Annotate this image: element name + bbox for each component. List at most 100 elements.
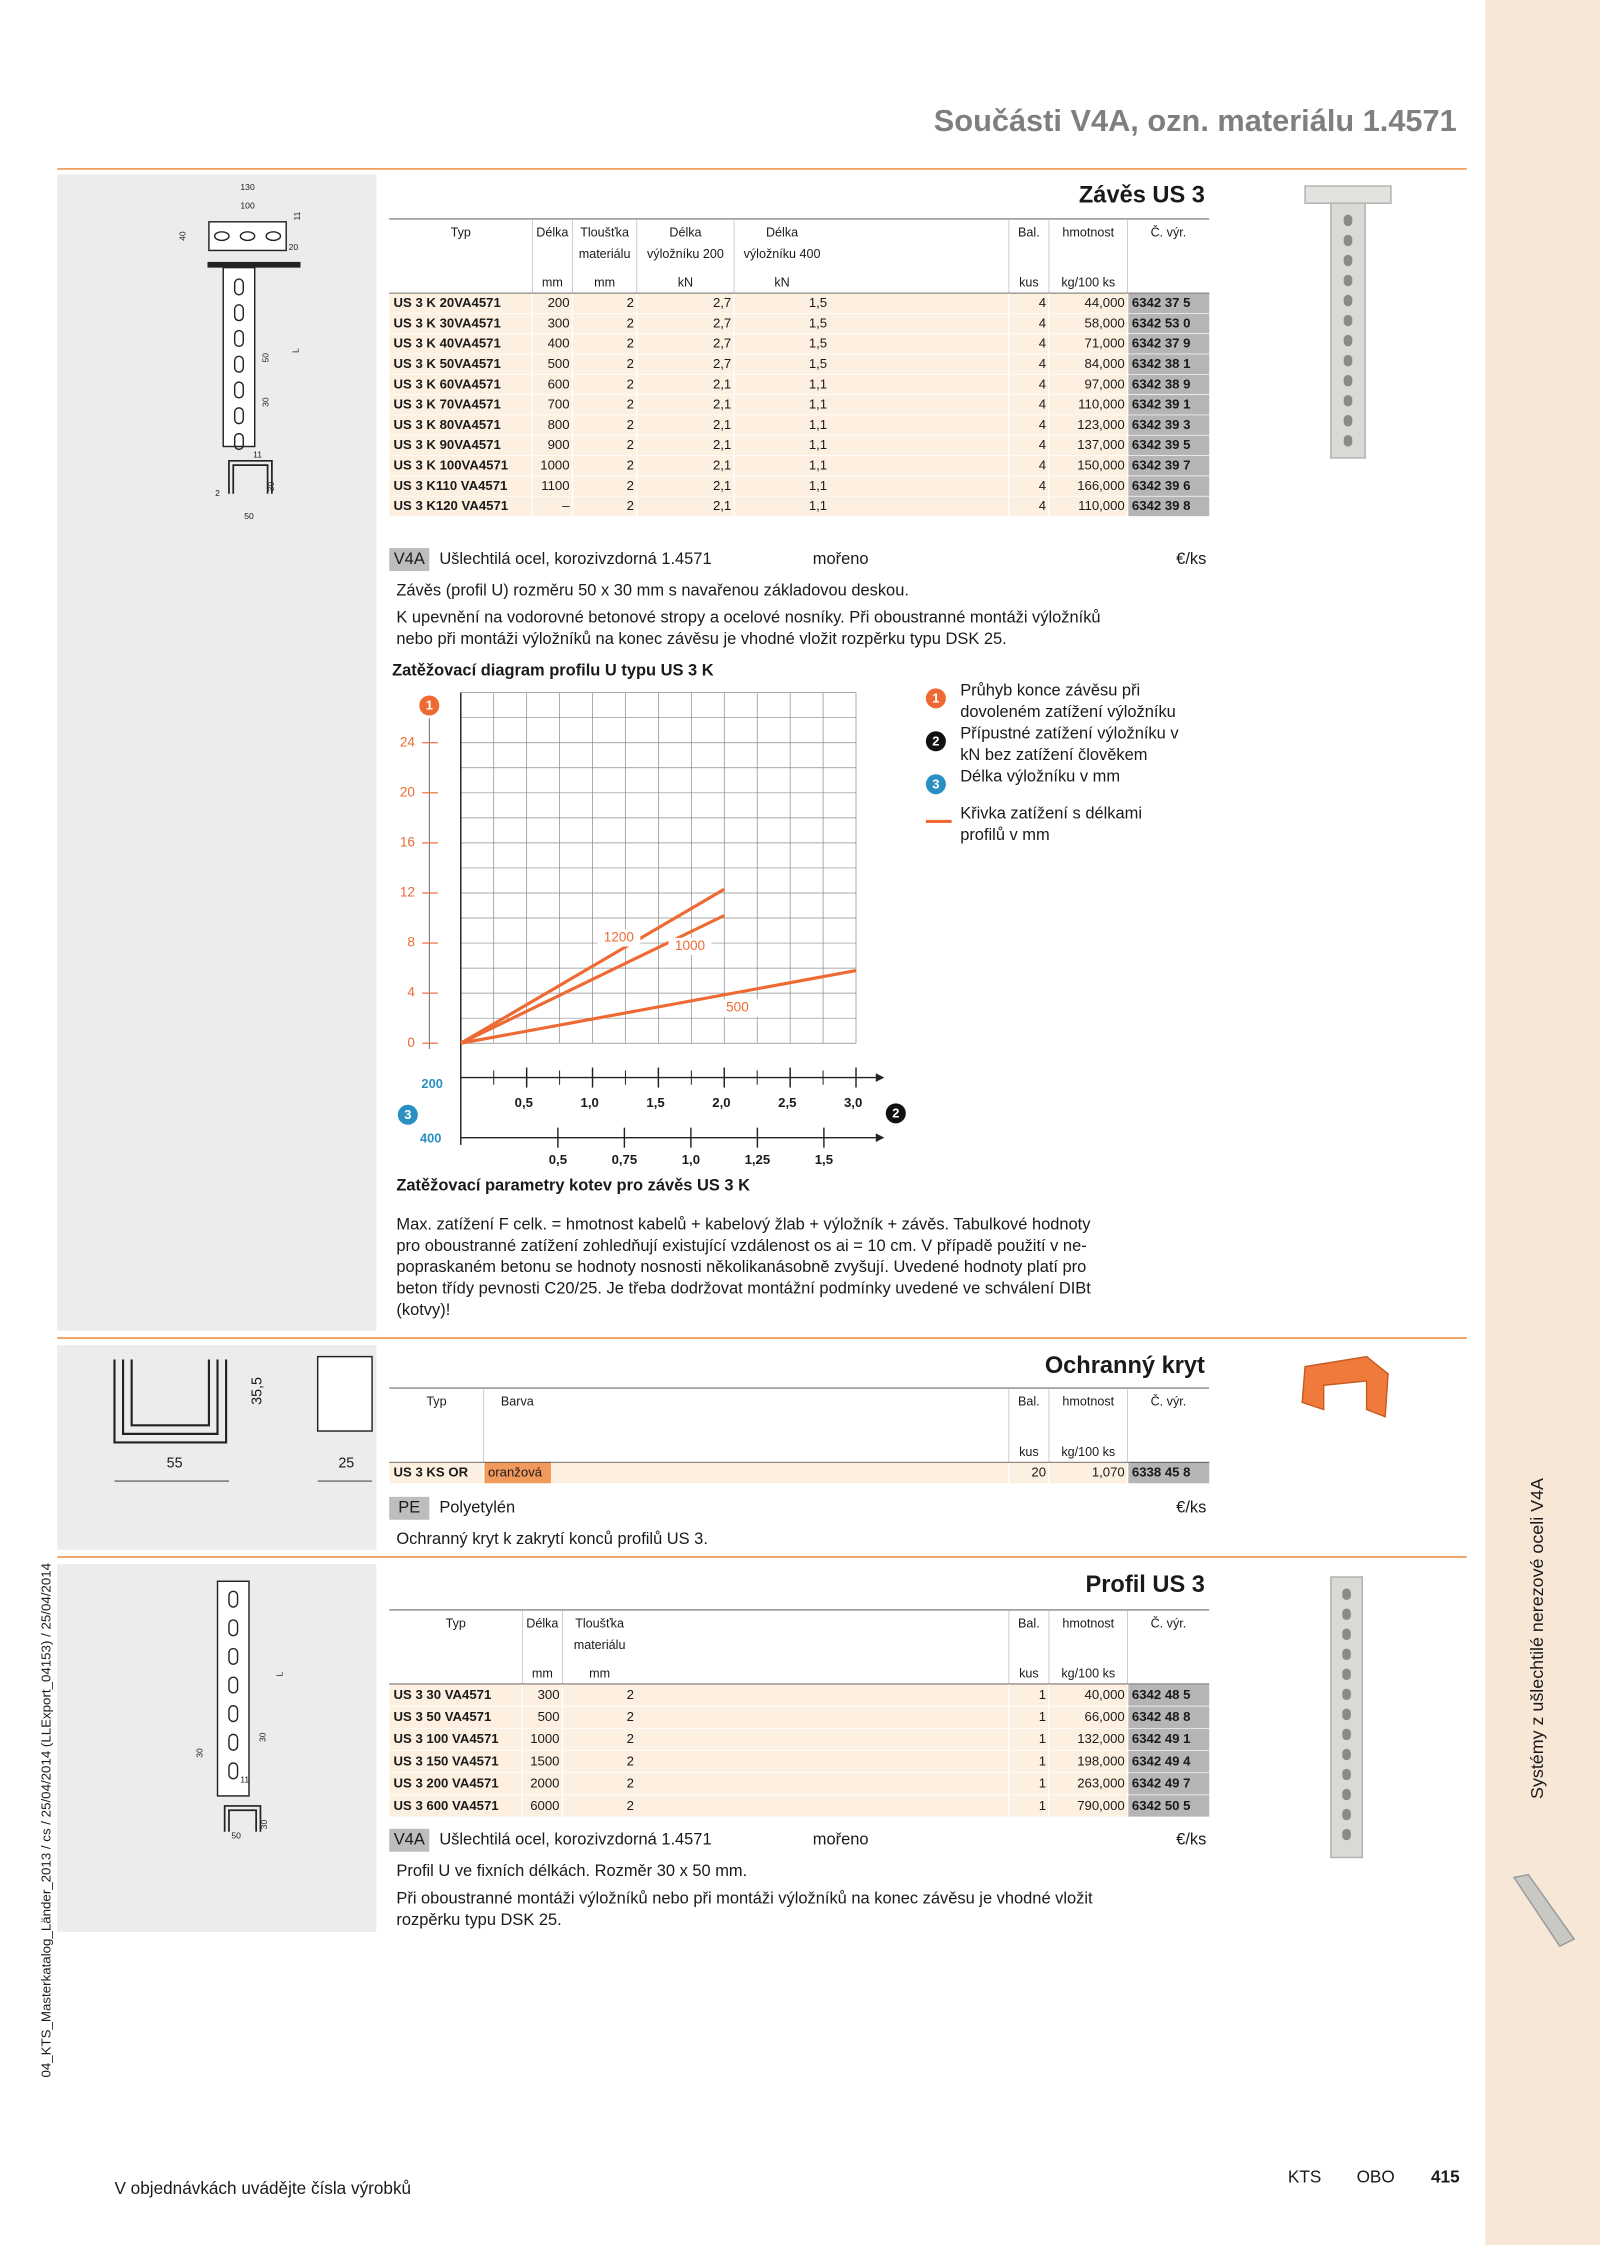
table-cell: 2,7 (713, 315, 731, 330)
table-cell: 6342 37 9 (1132, 336, 1191, 351)
illustration (1343, 254, 1353, 267)
column-unit: mm (532, 1667, 553, 1681)
dimension-label: 2 (215, 488, 220, 498)
dimension-label: 30 (266, 482, 276, 492)
illustration (233, 355, 244, 373)
illustration (228, 459, 273, 494)
column-header: Č. výr. (1151, 225, 1187, 240)
column-header: Barva (501, 1395, 534, 1409)
legend-text: dovoleném zatížení výložníku (960, 703, 1176, 721)
table-cell: 84,000 (1085, 356, 1125, 371)
illustration (239, 231, 256, 242)
table-cell: 6342 39 8 (1132, 498, 1191, 513)
material-finish: mořeno (813, 1831, 869, 1849)
illustration (1343, 334, 1353, 347)
x-tick-label: 1,5 (646, 1095, 664, 1110)
params-line: beton třídy pevnosti C20/25. Je třeba do… (396, 1280, 1091, 1298)
table-cell: 6342 49 7 (1132, 1776, 1191, 1791)
cell-fill (1127, 455, 1210, 477)
table-cell: 166,000 (1077, 478, 1125, 493)
curve-label: 1000 (675, 938, 706, 953)
cell-fill (1127, 354, 1210, 375)
illustration (1342, 1688, 1351, 1701)
illustration (207, 261, 301, 268)
table-row (389, 334, 1210, 355)
illustration (228, 1733, 239, 1751)
table-cell: 132,000 (1077, 1731, 1125, 1746)
table-cell: US 3 K 50VA4571 (394, 356, 501, 371)
illustration (1343, 294, 1353, 307)
table-cell: 2 (627, 1687, 634, 1702)
table-cell: 2,1 (713, 498, 731, 513)
table-cell: 1,5 (809, 295, 827, 310)
column-header: hmotnost (1062, 1617, 1114, 1631)
column-header: Typ (446, 1617, 466, 1631)
table-cell: 900 (548, 437, 570, 452)
column-header: hmotnost (1062, 1395, 1114, 1409)
table-cell: 110,000 (1078, 498, 1125, 513)
illustration (1342, 1728, 1351, 1741)
material-name: Ušlechtilá ocel, korozivzdorná 1.4571 (439, 550, 711, 568)
table-cell: 97,000 (1085, 376, 1125, 391)
table-cell: US 3 50 VA4571 (394, 1709, 492, 1724)
cell-fill (1127, 1728, 1210, 1751)
table-cell: 4 (1039, 498, 1046, 513)
table-cell: 66,000 (1085, 1709, 1125, 1724)
footer-section: KTS (1288, 2167, 1321, 2187)
legend-text: Průhyb konce závěsu při (960, 682, 1140, 700)
illustration (233, 381, 244, 399)
table-cell: 400 (548, 336, 570, 351)
column-header: Délka (766, 226, 798, 240)
illustration (216, 1580, 250, 1797)
column-unit: kg/100 ks (1061, 276, 1115, 290)
material-code: V4A (394, 550, 425, 568)
page-title: Součásti V4A, ozn. materiálu 1.4571 (934, 103, 1457, 138)
dimension-label: 50 (260, 353, 270, 363)
column-header: hmotnost (1062, 226, 1114, 240)
dimension-label: 50 (231, 1830, 241, 1840)
y-tick-label: 16 (400, 834, 415, 849)
x2-axis-label: 400 (420, 1131, 441, 1146)
column-header: výložníku 200 (647, 247, 724, 261)
price-unit: €/ks (1176, 1831, 1206, 1849)
column-unit: mm (542, 276, 563, 290)
dimension-label: 30 (195, 1748, 205, 1758)
load-curve (460, 914, 725, 1045)
y-tick-label: 24 (400, 734, 416, 749)
column-header: Č. výr. (1151, 1394, 1187, 1409)
table-cell: 4 (1039, 295, 1046, 310)
illustration (1343, 435, 1353, 447)
table-cell: 123,000 (1077, 417, 1125, 432)
table-row (389, 1684, 1210, 1707)
legend-text: profilů v mm (960, 826, 1050, 844)
column-header: Bal. (1018, 226, 1040, 240)
curve-label-bg (597, 929, 641, 947)
table-cell: 1 (1039, 1709, 1046, 1724)
material-code-box (389, 1828, 430, 1852)
table-row (389, 394, 1210, 416)
chart-title: Zatěžovací diagram profilu U typu US 3 K (392, 662, 714, 680)
table-cell: 1,1 (809, 458, 827, 473)
table-row (389, 1750, 1210, 1774)
table-cell: 300 (538, 1687, 560, 1702)
table-cell: 200 (548, 295, 570, 310)
table-cell: 4 (1039, 397, 1046, 412)
table-cell: 6342 37 5 (1132, 295, 1191, 310)
table-cell: 1000 (540, 458, 569, 473)
table-cell: US 3 30 VA4571 (394, 1687, 492, 1702)
table-cell: 71,000 (1085, 336, 1125, 351)
load-curve (460, 969, 857, 1045)
table-row (389, 313, 1210, 335)
cell-fill (1127, 496, 1210, 517)
table-cell: 4 (1039, 478, 1046, 493)
table-row (389, 293, 1210, 314)
table-cell: 6342 38 1 (1132, 356, 1191, 371)
illustration (1342, 1748, 1351, 1761)
illustration (1342, 1788, 1351, 1801)
table-cell: US 3 200 VA4571 (394, 1776, 499, 1791)
table-cell: 4 (1039, 356, 1046, 371)
table-cell: – (562, 498, 570, 513)
illustration (228, 1762, 239, 1780)
table-cell: 1,1 (809, 437, 827, 452)
illustration (1343, 415, 1353, 427)
